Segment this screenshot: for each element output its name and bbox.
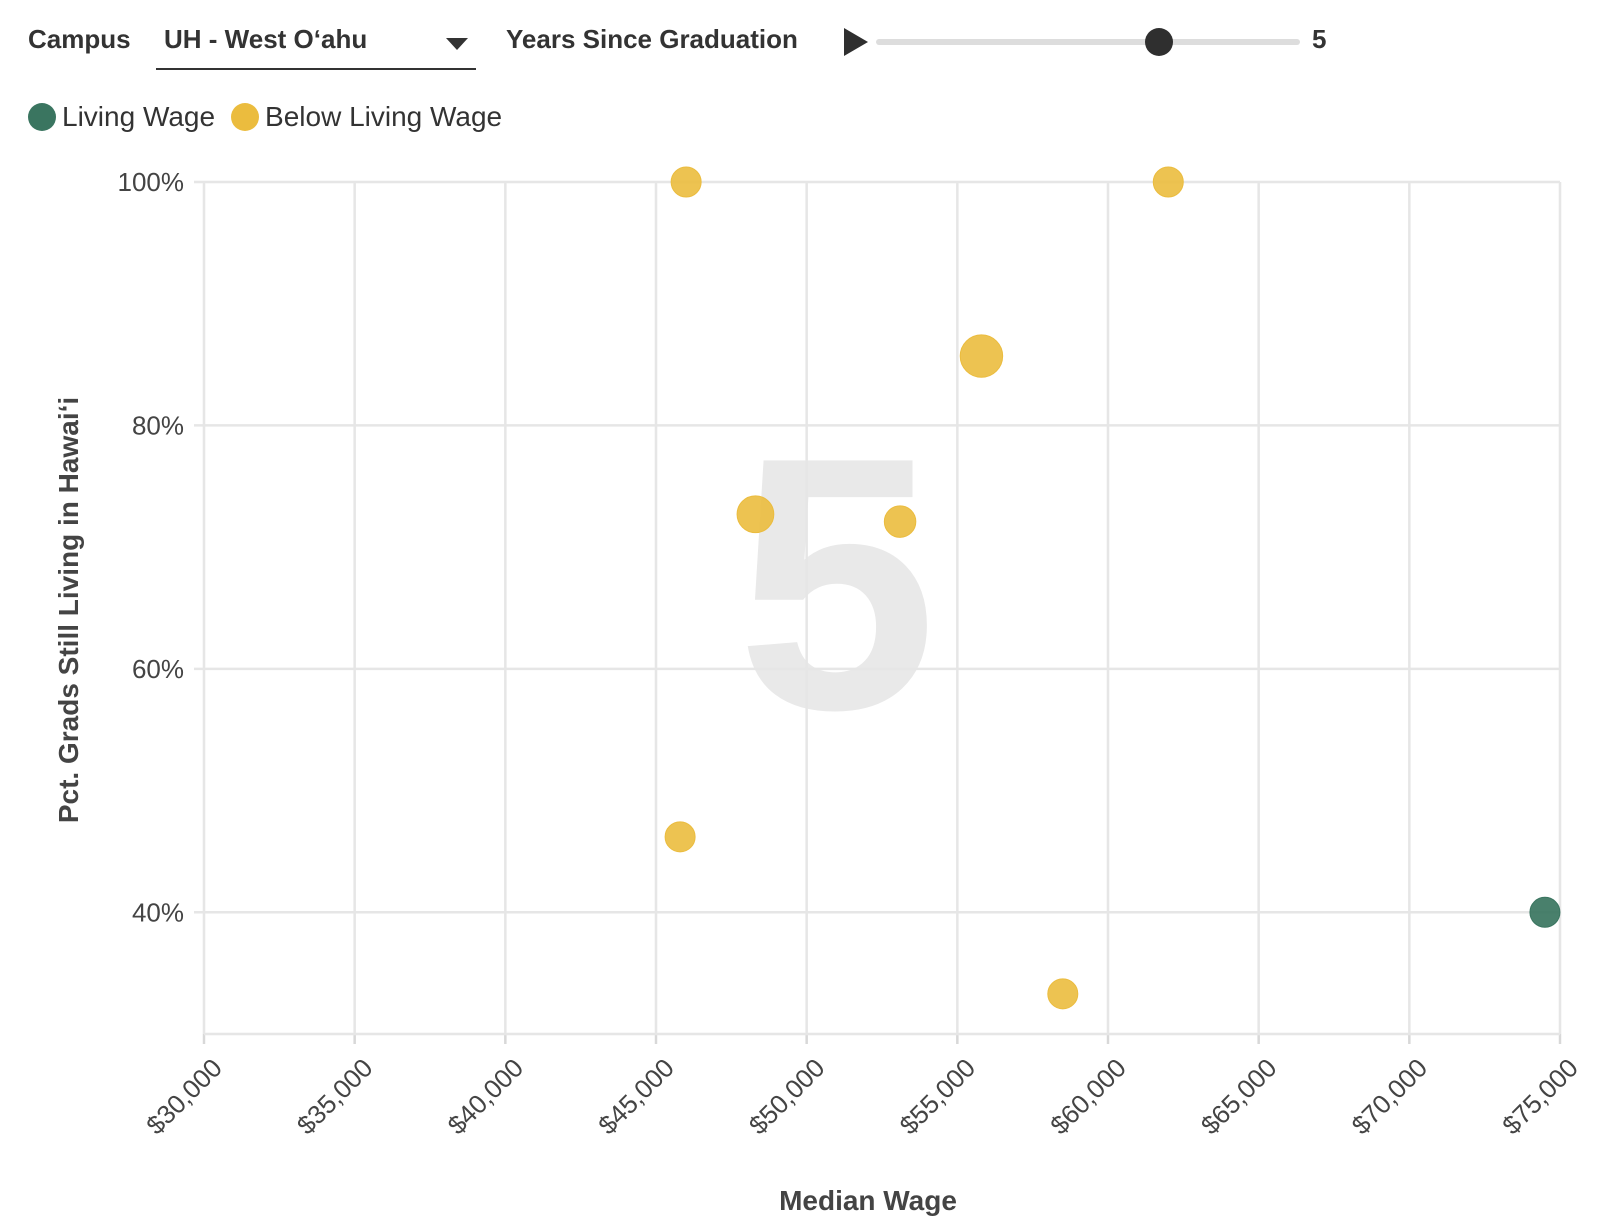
y-tick-label: 100% xyxy=(118,167,185,197)
years-slider-track[interactable] xyxy=(876,39,1300,45)
play-icon[interactable] xyxy=(844,28,868,56)
legend-swatch-living-wage xyxy=(28,103,56,131)
x-tick-label: $40,000 xyxy=(441,1053,529,1141)
watermark-year: 5 xyxy=(737,383,937,785)
data-point-below-living-wage xyxy=(1152,166,1184,198)
legend-item-below-living-wage[interactable]: Below Living Wage xyxy=(231,101,502,133)
x-tick-label: $35,000 xyxy=(291,1053,379,1141)
controls-bar: Campus UH - West Oʻahu Years Since Gradu… xyxy=(0,0,1608,80)
legend-label-below-living-wage: Below Living Wage xyxy=(265,101,503,132)
x-tick-label: $60,000 xyxy=(1044,1053,1132,1141)
y-tick-label: 60% xyxy=(132,654,184,684)
campus-label: Campus xyxy=(28,24,131,54)
x-tick-label: $55,000 xyxy=(893,1053,981,1141)
data-point-below-living-wage xyxy=(670,166,702,198)
x-tick-label: $70,000 xyxy=(1345,1053,1433,1141)
x-tick-label: $65,000 xyxy=(1195,1053,1283,1141)
x-tick-label: $75,000 xyxy=(1496,1053,1584,1141)
data-point-below-living-wage xyxy=(664,821,696,853)
years-slider-thumb[interactable] xyxy=(1144,28,1173,56)
data-point-living-wage xyxy=(1529,896,1561,928)
x-tick-label: $45,000 xyxy=(592,1053,680,1141)
x-axis-title: Median Wage xyxy=(779,1185,957,1216)
data-point-below-living-wage xyxy=(736,495,775,534)
data-point-below-living-wage xyxy=(883,505,917,538)
data-point-below-living-wage xyxy=(959,334,1004,378)
y-tick-label: 80% xyxy=(132,410,184,440)
y-tick-label: 40% xyxy=(132,897,184,927)
x-tick-label: $50,000 xyxy=(743,1053,831,1141)
x-tick-label: $30,000 xyxy=(140,1053,228,1141)
legend-label-living-wage: Living Wage xyxy=(62,101,216,132)
caret-down-icon xyxy=(446,38,468,50)
legend: Living Wage Below Living Wage xyxy=(28,100,518,134)
years-value: 5 xyxy=(1312,24,1327,54)
data-point-below-living-wage xyxy=(1047,978,1079,1010)
campus-select-value: UH - West Oʻahu xyxy=(164,24,368,54)
legend-swatch-below-living-wage xyxy=(231,103,260,131)
legend-item-living-wage[interactable]: Living Wage xyxy=(28,101,215,133)
campus-select[interactable]: UH - West Oʻahu xyxy=(156,18,476,70)
years-label: Years Since Graduation xyxy=(506,24,798,54)
y-axis-title: Pct. Grads Still Living in Hawaiʻi xyxy=(53,397,84,823)
